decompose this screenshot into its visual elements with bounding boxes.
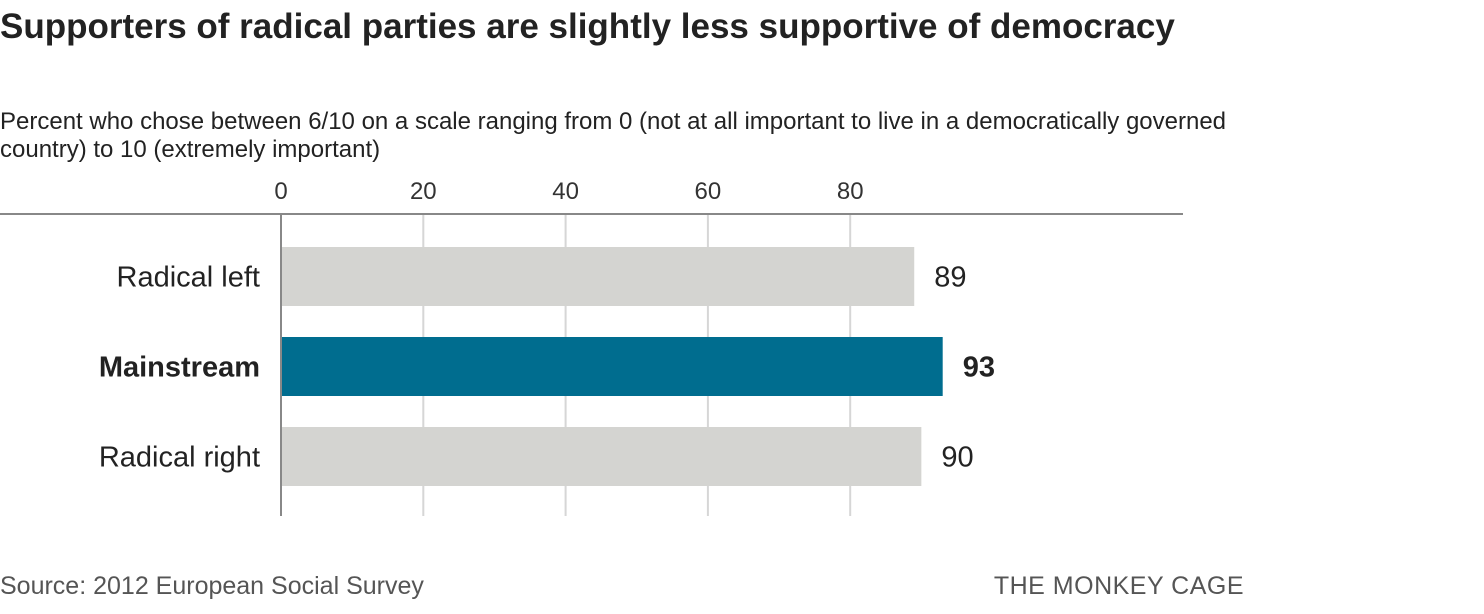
- value-label: 93: [963, 352, 995, 384]
- source-note: Source: 2012 European Social Survey: [0, 572, 424, 600]
- x-tick-label: 0: [274, 178, 287, 205]
- x-tick-label: 80: [837, 178, 864, 205]
- category-label: Radical left: [117, 262, 260, 294]
- bar-radical-right: [281, 427, 922, 486]
- x-tick-label: 40: [552, 178, 579, 205]
- category-label: Mainstream: [99, 352, 260, 384]
- chart-subtitle: Percent who chose between 6/10 on a scal…: [0, 108, 1227, 163]
- bars: [281, 247, 943, 486]
- category-label: Radical right: [99, 442, 260, 474]
- value-label: 90: [941, 442, 973, 474]
- x-tick-label: 20: [410, 178, 437, 205]
- x-tick-label: 60: [695, 178, 722, 205]
- bar-radical-left: [281, 247, 915, 306]
- credit-logo: THE MONKEY CAGE: [993, 572, 1244, 600]
- axes: [0, 213, 1183, 516]
- labels: 0 20 40 60 80 Radical left 89 Mainstream 93 Radic…: [99, 178, 995, 474]
- value-label: 89: [934, 262, 966, 294]
- chart-title: Supporters of radical parties are slight…: [0, 7, 1175, 46]
- bar-mainstream: [281, 337, 943, 396]
